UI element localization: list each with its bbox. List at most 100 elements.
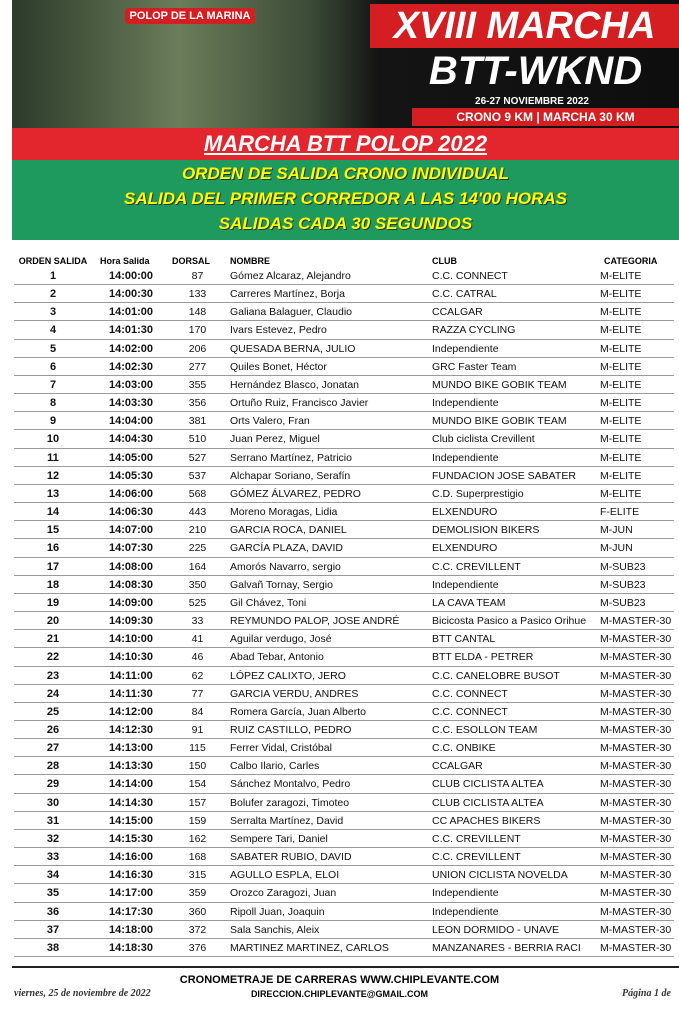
table-cell: M-MASTER-30 [600, 851, 672, 864]
table-cell: 372 [188, 923, 207, 936]
table-cell: 568 [188, 487, 207, 500]
table-cell: 11 [47, 451, 59, 464]
table-cell: 18 [46, 578, 60, 591]
row-rule [14, 720, 674, 721]
table-cell: 5 [49, 342, 57, 355]
table-cell: Abad Tebar, Antonio [230, 651, 324, 664]
table-cell: M-ELITE [600, 397, 642, 410]
row-rule [14, 574, 674, 576]
table-cell: M-MASTER-30 [600, 941, 672, 954]
table-cell: 360 [188, 905, 207, 918]
table-cell: M-MASTER-30 [600, 633, 672, 646]
table-cell: 277 [188, 360, 207, 373]
table-cell: 14:12:30 [108, 724, 154, 736]
place-label: POLOP DE LA MARINA [125, 8, 255, 24]
row-rule [14, 647, 674, 649]
table-cell: GARCIA ROCA, DANIEL [230, 524, 347, 537]
table-cell: 14:14:00 [108, 778, 154, 791]
row-rule [14, 356, 674, 358]
column-header: NOMBRE [230, 256, 270, 266]
table-cell: 14:08:30 [108, 578, 154, 591]
table-cell: 28 [46, 760, 60, 773]
table-cell: 14:01:00 [108, 306, 154, 319]
table-cell: 29 [46, 778, 60, 791]
table-cell: 77 [191, 687, 204, 700]
table-cell: 14:18:30 [108, 941, 154, 954]
start-list-table: ORDEN SALIDA Hora Salida DORSAL NOMBRE CLUB C… [0, 252, 679, 962]
subtitle-line: SALIDAS CADA 30 SEGUNDOS [218, 214, 473, 233]
table-cell: 21 [46, 633, 60, 646]
table-cell: 14:11:00 [109, 669, 153, 682]
table-cell: 30 [46, 796, 60, 809]
table-cell: 62 [191, 669, 204, 682]
table-cell: Independiente [432, 887, 499, 900]
table-cell: M-ELITE [600, 306, 642, 319]
table-cell: 6 [49, 360, 57, 373]
table-cell: 133 [188, 288, 207, 301]
table-cell: 15 [46, 524, 60, 537]
table-cell: RAZZA CYCLING [432, 324, 516, 337]
table-cell: CLUB CICLISTA ALTEA [432, 778, 544, 791]
table-cell: BTT CANTAL [432, 633, 496, 646]
table-cell: 14:06:00 [108, 487, 154, 500]
table-cell: 164 [188, 560, 207, 573]
table-cell: 16 [46, 542, 60, 555]
table-cell: C.C. CATRAL [432, 288, 497, 301]
table-cell: 14:05:00 [108, 451, 154, 464]
table-cell: 14:03:30 [108, 397, 154, 410]
table-cell: CC APACHES BIKERS [432, 814, 541, 827]
table-cell: M-ELITE [600, 451, 642, 464]
table-cell: M-MASTER-30 [600, 887, 672, 900]
table-cell: 14:03:00 [108, 378, 154, 391]
table-cell: 527 [188, 451, 207, 464]
row-rule [14, 901, 674, 903]
table-cell: CLUB CICLISTA ALTEA [432, 796, 544, 809]
table-cell: REYMUNDO PALOP, JOSE ANDRÉ [230, 615, 400, 628]
row-rule [14, 683, 674, 685]
table-cell: GRC Faster Team [432, 360, 517, 373]
table-cell: 525 [188, 596, 207, 609]
row-rule [14, 792, 674, 794]
table-cell: 14:02:30 [108, 360, 154, 373]
table-cell: 31 [46, 814, 60, 827]
row-rule [14, 393, 674, 395]
table-cell: M-MASTER-30 [600, 742, 672, 755]
table-cell: 154 [188, 778, 207, 791]
table-cell: 41 [191, 633, 204, 646]
table-cell: 350 [188, 578, 207, 591]
table-cell: 13 [46, 487, 60, 500]
table-cell: Carreres Martínez, Borja [230, 288, 345, 301]
row-rule [14, 338, 674, 340]
table-cell: Galvañ Tornay, Sergio [230, 578, 333, 591]
table-cell: SABATER RUBIO, DAVID [230, 851, 352, 864]
table-cell: Independiente [432, 451, 499, 464]
table-cell: FUNDACION JOSE SABATER [432, 469, 576, 482]
row-rule [14, 538, 674, 540]
table-cell: C.C. ESOLLON TEAM [432, 724, 538, 736]
table-cell: 33 [191, 615, 204, 628]
table-cell: QUESADA BERNA, JULIO [230, 342, 356, 355]
table-cell: M-MASTER-30 [600, 651, 672, 664]
table-cell: M-ELITE [600, 415, 642, 428]
table-cell: 84 [191, 705, 204, 718]
table-cell: 14:02:00 [108, 342, 154, 355]
table-cell: 17 [46, 560, 60, 573]
table-cell: 46 [191, 651, 204, 664]
table-cell: M-MASTER-30 [600, 832, 672, 845]
row-rule [14, 592, 674, 594]
table-cell: M-MASTER-30 [600, 724, 672, 736]
table-cell: C.C. CREVILLENT [432, 560, 521, 573]
table-cell: 14:10:30 [108, 651, 154, 664]
table-cell: M-MASTER-30 [600, 905, 672, 918]
table-cell: Calbo Ilario, Carles [230, 760, 320, 773]
event-line1: XVIII MARCHA [370, 4, 679, 48]
table-cell: 4 [49, 324, 57, 337]
subtitle-line: SALIDA DEL PRIMER CORREDOR A LAS 14'00 H… [124, 189, 567, 208]
table-cell: MUNDO BIKE GOBIK TEAM [432, 378, 567, 391]
table-cell: 14:16:30 [108, 869, 154, 882]
table-cell: M-SUB23 [600, 578, 646, 591]
table-cell: 9 [49, 415, 57, 428]
table-cell: Serralta Martínez, David [230, 814, 344, 827]
table-cell: M-JUN [600, 524, 633, 537]
table-cell: M-ELITE [600, 270, 642, 282]
